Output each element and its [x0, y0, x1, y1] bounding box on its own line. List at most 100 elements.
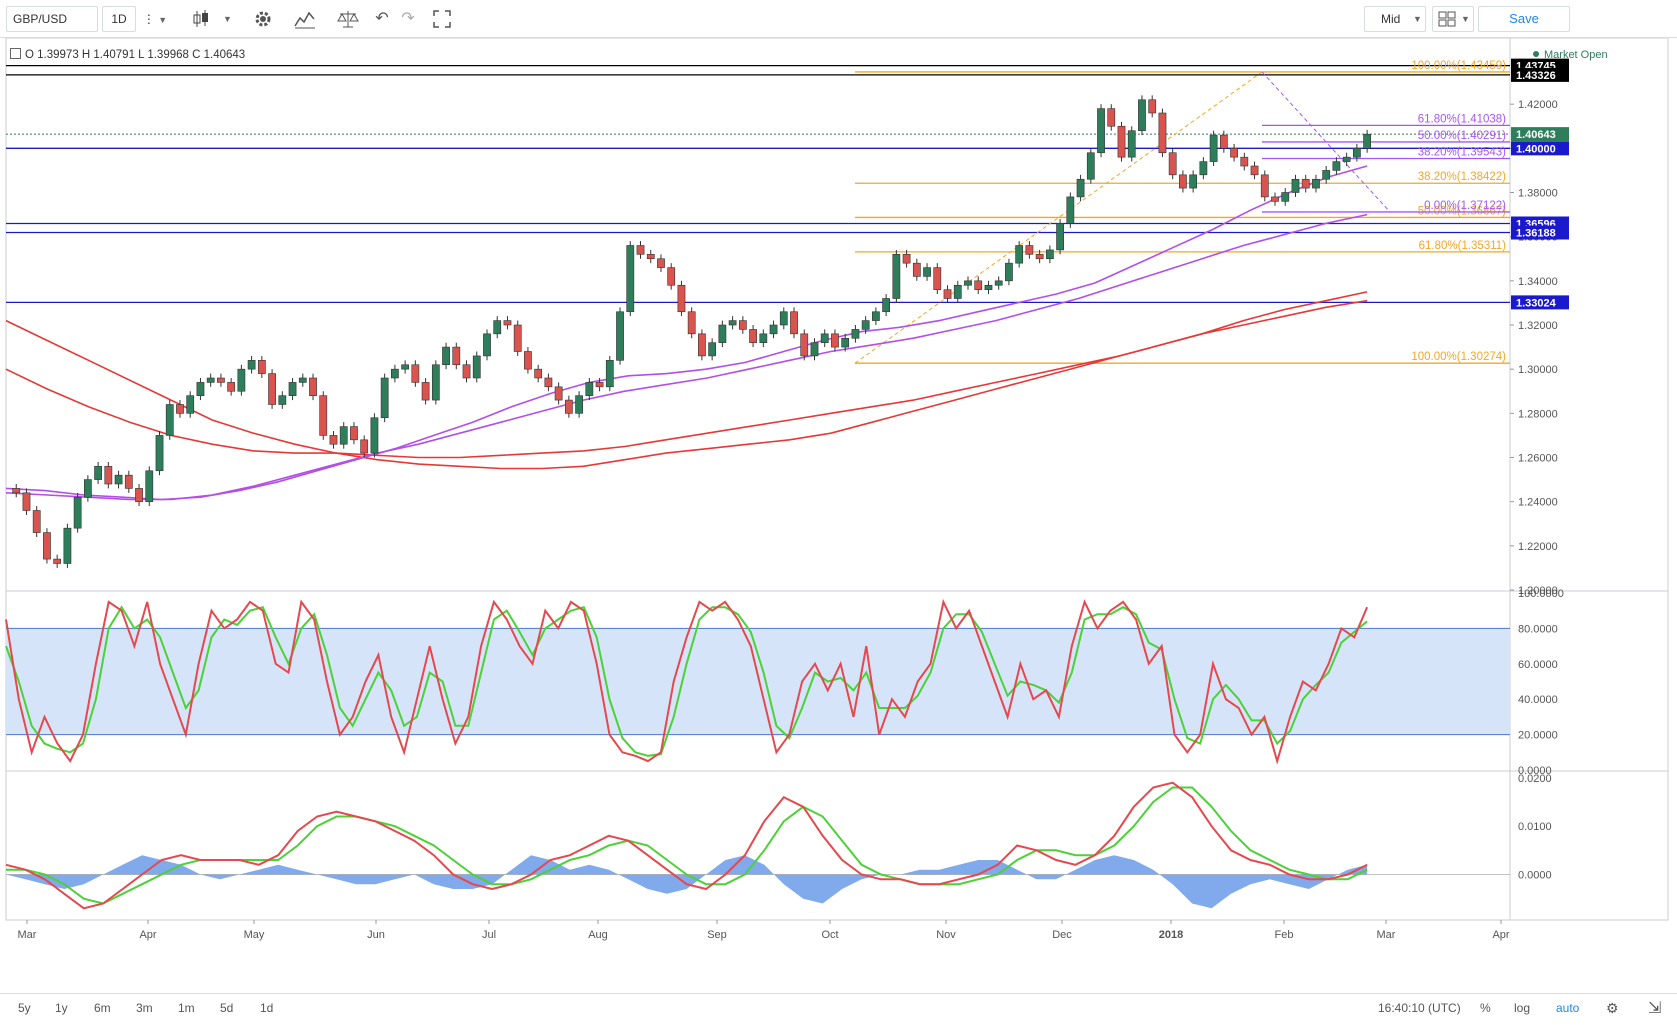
- candle-body: [800, 333, 809, 357]
- compare-button[interactable]: [330, 6, 364, 32]
- fib-purple-label: 38.20%(1.39543): [1418, 146, 1506, 158]
- fit-range-icon[interactable]: ⇲: [1648, 1000, 1662, 1017]
- more-menu-button[interactable]: ⋮ ▼: [138, 6, 172, 32]
- candle-body: [534, 368, 543, 379]
- chart-type-button[interactable]: ▼: [182, 6, 238, 32]
- candle-body: [626, 245, 635, 313]
- log-toggle[interactable]: log: [1514, 1001, 1531, 1015]
- top-toolbar: GBP/USD 1D ⋮ ▼ ▼ ↶ ↷ Mid ▼ ▼ Save: [0, 0, 1677, 38]
- candle-body: [32, 510, 41, 533]
- candle-body: [892, 254, 901, 299]
- symbol-input[interactable]: GBP/USD: [6, 6, 98, 32]
- price-tick-label: 1.34000: [1518, 276, 1558, 288]
- candle-body: [564, 399, 573, 414]
- candle-body: [298, 377, 307, 383]
- chevron-down-icon: ▼: [158, 15, 168, 25]
- range-1m[interactable]: 1m: [178, 1001, 195, 1015]
- range-5d[interactable]: 5d: [220, 1001, 234, 1015]
- candle-body: [257, 360, 266, 374]
- candle-body: [923, 267, 931, 277]
- candle-body: [462, 364, 471, 379]
- stoch-tick-label: 0.0000: [1518, 765, 1552, 777]
- candle-body: [872, 311, 880, 321]
- fib-purple-label: 50.00%(1.40291): [1418, 130, 1506, 142]
- fullscreen-icon: [433, 10, 451, 28]
- candle-body: [1291, 178, 1300, 193]
- candle-body: [677, 284, 686, 313]
- collapse-icon[interactable]: [10, 48, 21, 59]
- candle-body: [401, 364, 410, 370]
- fullscreen-button[interactable]: [426, 6, 456, 32]
- candle-body: [1015, 245, 1024, 264]
- candle-body: [339, 426, 348, 445]
- candle-body: [1035, 254, 1044, 260]
- fib-purple-label: 61.80%(1.41038): [1418, 113, 1506, 125]
- candle-body: [114, 474, 123, 485]
- candle-body: [176, 404, 184, 414]
- layout-button[interactable]: ▼: [1432, 6, 1474, 32]
- auto-toggle[interactable]: auto: [1556, 1001, 1580, 1015]
- stoch-tick-label: 40.0000: [1518, 694, 1558, 706]
- candle-body: [206, 377, 215, 383]
- level-tag: [1511, 225, 1569, 240]
- candle-body: [554, 386, 563, 401]
- indicators-icon: [294, 11, 315, 29]
- candle-body: [708, 342, 717, 357]
- chevron-down-icon: ▼: [1461, 14, 1470, 24]
- redo-button[interactable]: ↷: [396, 6, 420, 32]
- range-1y[interactable]: 1y: [55, 1001, 68, 1015]
- level-tag: [1511, 67, 1569, 82]
- candle-body: [1342, 156, 1351, 162]
- candle-body: [124, 474, 133, 489]
- candle-body: [1363, 133, 1372, 149]
- stoch-tick-label: 100.0000: [1518, 588, 1564, 600]
- candle-body: [43, 532, 51, 560]
- candle-body: [83, 479, 92, 498]
- candle-body: [749, 329, 757, 343]
- chart-svg[interactable]: 1.420001.400001.380001.360001.340001.320…: [0, 37, 1677, 993]
- price-tick-label: 1.20000: [1518, 585, 1558, 597]
- stoch-k-line: [5, 598, 1369, 765]
- candle-body: [268, 373, 276, 405]
- candle-body: [544, 377, 553, 388]
- candle-body: [974, 280, 983, 290]
- clock-time: 16:40:10 (UTC): [1378, 1001, 1461, 1015]
- candle-body: [595, 382, 604, 388]
- range-1d[interactable]: 1d: [260, 1001, 274, 1015]
- fib-purple-trend: [1261, 71, 1391, 213]
- candle-body: [831, 333, 839, 348]
- candle-body: [779, 311, 788, 326]
- ohlc-legend: O 1.39973 H 1.40791 L 1.39968 C 1.40643: [10, 47, 245, 61]
- range-3m[interactable]: 3m: [136, 1001, 153, 1015]
- candle-body: [196, 382, 205, 396]
- price-type-select[interactable]: Mid ▼: [1364, 6, 1426, 32]
- candle-body: [902, 254, 911, 264]
- save-button[interactable]: Save: [1478, 6, 1570, 32]
- vertical-dots-icon: ⋮: [142, 12, 155, 26]
- time-tick-label: Jul: [482, 929, 496, 941]
- indicators-button[interactable]: [286, 6, 322, 32]
- candle-body: [1199, 161, 1208, 176]
- candle-body: [882, 298, 891, 313]
- undo-button[interactable]: ↶: [370, 6, 394, 32]
- ma-red-2: [5, 299, 1368, 459]
- candle-body: [380, 377, 389, 419]
- stoch-tick-label: 80.0000: [1518, 623, 1558, 635]
- range-6m[interactable]: 6m: [94, 1001, 111, 1015]
- settings-gear-icon[interactable]: ⚙: [1606, 1000, 1619, 1016]
- range-5y[interactable]: 5y: [18, 1001, 31, 1015]
- candle-body: [63, 527, 72, 564]
- level-tag-label: 1.43326: [1516, 70, 1556, 82]
- candle-body: [1189, 174, 1198, 189]
- candle-body: [1230, 148, 1238, 158]
- candle-body: [575, 395, 583, 414]
- candle-body: [503, 320, 512, 326]
- time-tick-label: Oct: [821, 929, 838, 941]
- interval-button[interactable]: 1D: [102, 6, 136, 32]
- candle-body: [1117, 125, 1126, 158]
- settings-button[interactable]: [246, 6, 278, 32]
- percent-toggle[interactable]: %: [1480, 1001, 1491, 1015]
- macd-line: [5, 781, 1368, 910]
- stoch-band: [6, 628, 1510, 735]
- chart-area[interactable]: 1.420001.400001.380001.360001.340001.320…: [0, 37, 1677, 993]
